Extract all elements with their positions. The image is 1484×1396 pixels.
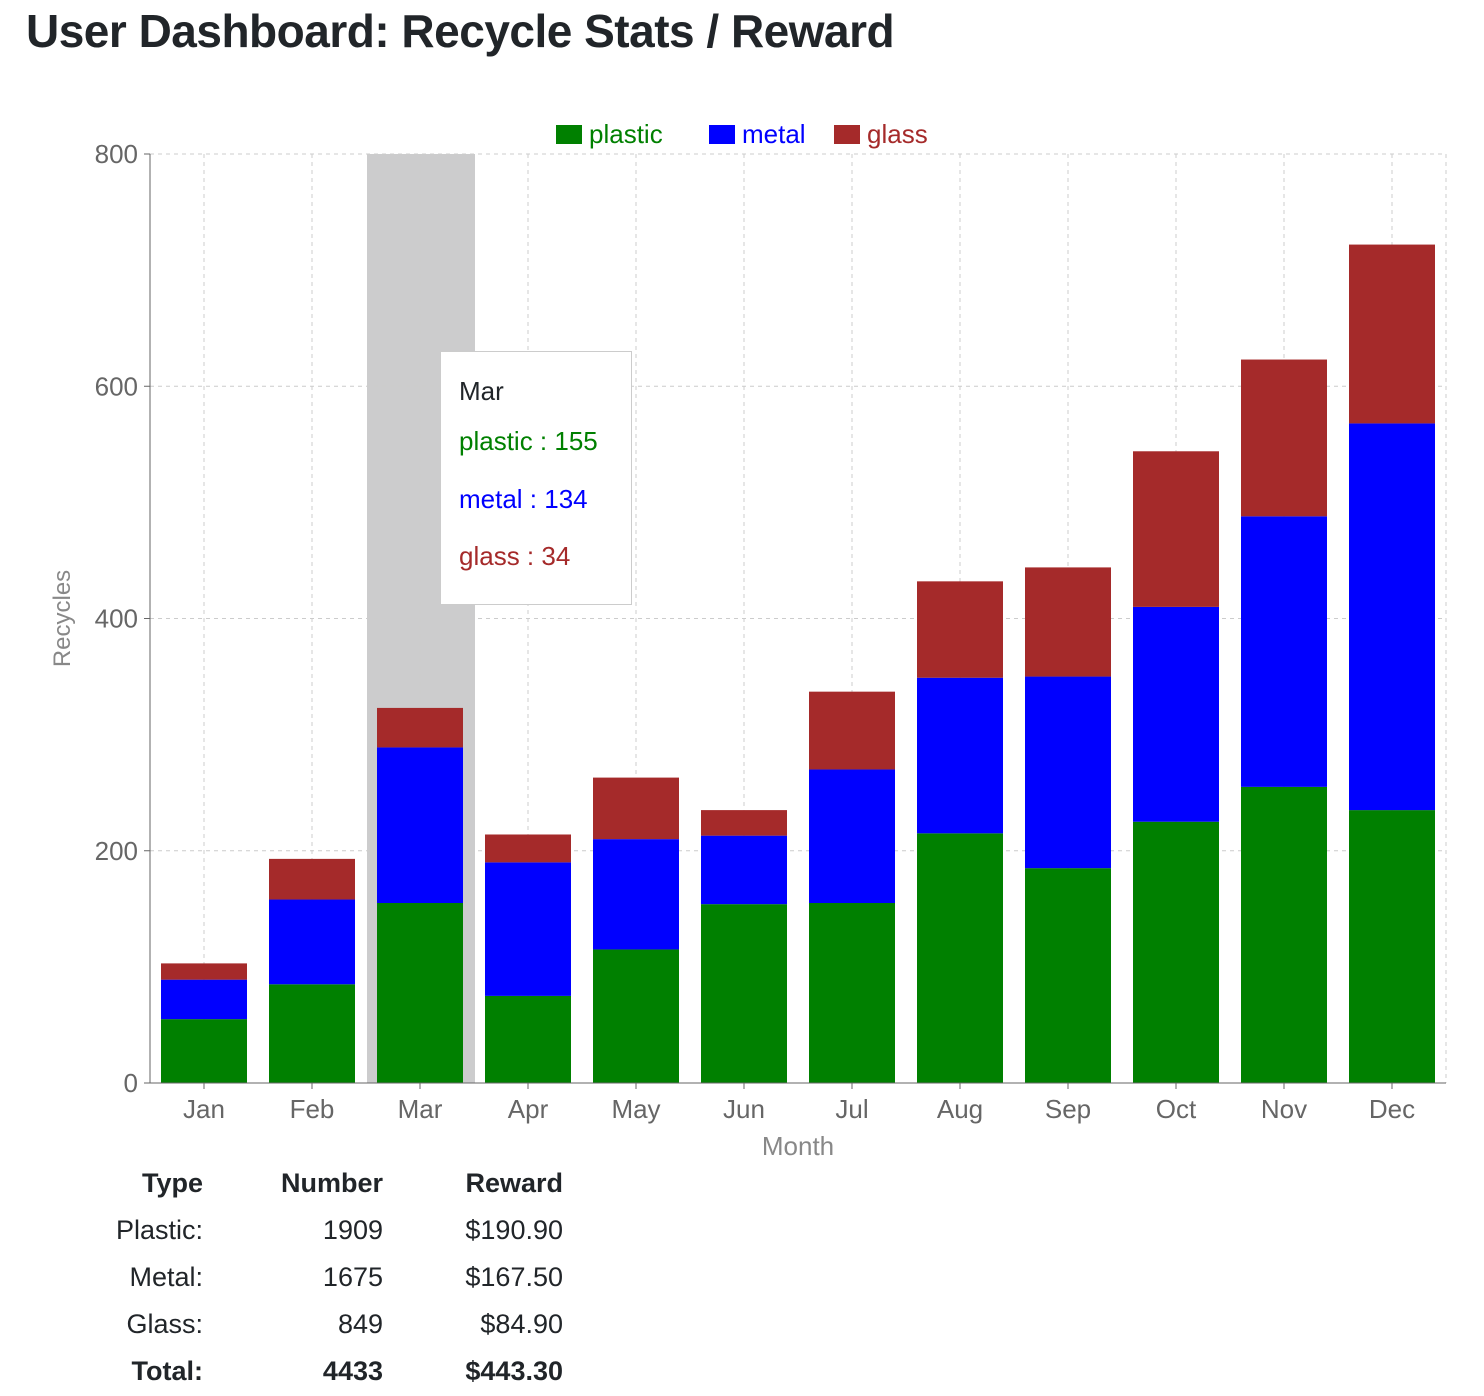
- bar-metal-sep: [1025, 676, 1111, 869]
- bar-metal-feb: [269, 899, 355, 985]
- bar-glass-oct: [1133, 451, 1219, 607]
- tooltip-plastic: plastic : 155: [459, 426, 598, 456]
- chart-tooltip: Mar plastic : 155 metal : 134 glass : 34: [440, 351, 632, 605]
- bar-glass-nov: [1241, 359, 1327, 517]
- table-header-row: Type Number Reward: [90, 1160, 563, 1207]
- bar-glass-apr: [485, 834, 571, 863]
- x-tick-label: Jul: [835, 1094, 868, 1124]
- bar-metal-may: [593, 839, 679, 950]
- bar-plastic-may: [593, 949, 679, 1083]
- x-tick-label: Oct: [1156, 1094, 1197, 1124]
- x-tick-label: Aug: [937, 1094, 983, 1124]
- bar-metal-nov: [1241, 516, 1327, 787]
- bar-glass-mar: [377, 707, 463, 748]
- bar-glass-jan: [161, 963, 247, 980]
- bar-metal-aug: [917, 677, 1003, 834]
- total-reward: $443.30: [465, 1356, 563, 1386]
- legend-swatch-metal: [709, 125, 735, 144]
- x-tick-label: Feb: [290, 1094, 335, 1124]
- bar-plastic-sep: [1025, 868, 1111, 1083]
- y-tick-label: 600: [95, 371, 138, 401]
- bar-metal-jul: [809, 769, 895, 904]
- bar-plastic-nov: [1241, 786, 1327, 1083]
- bar-plastic-jul: [809, 903, 895, 1083]
- y-axis-label: Recycles: [49, 570, 76, 667]
- x-tick-label: Mar: [398, 1094, 443, 1124]
- legend-label-plastic: plastic: [589, 119, 663, 149]
- recycle-stacked-bar-chart: 0 200 400 600 800 Jan Feb Mar Apr May Jun Jul Aug Sep…: [49, 119, 1447, 1161]
- bar-glass-dec: [1349, 244, 1435, 424]
- x-axis-label: Month: [762, 1131, 834, 1161]
- bar-metal-dec: [1349, 423, 1435, 811]
- x-tick-label: Jun: [723, 1094, 765, 1124]
- tooltip-glass: glass : 34: [459, 541, 571, 571]
- row-number: 1675: [322, 1262, 383, 1292]
- x-tick-label: May: [611, 1094, 660, 1124]
- x-tick-label: Sep: [1045, 1094, 1091, 1124]
- row-type: Metal:: [129, 1262, 203, 1292]
- page-title: User Dashboard: Recycle Stats / Reward: [26, 5, 895, 57]
- tooltip-metal: metal : 134: [459, 484, 588, 514]
- y-tick-label: 200: [95, 836, 138, 866]
- bar-metal-mar: [377, 747, 463, 904]
- x-tick-label: Jan: [183, 1094, 225, 1124]
- row-reward: $167.50: [465, 1262, 563, 1292]
- row-type: Glass:: [126, 1309, 203, 1339]
- bar-plastic-oct: [1133, 821, 1219, 1083]
- total-label: Total:: [131, 1356, 203, 1386]
- table-total-row: Total: 4433 $443.30: [90, 1348, 563, 1395]
- bar-glass-feb: [269, 858, 355, 900]
- x-tick-label: Apr: [508, 1094, 549, 1124]
- table-row: Glass: 849 $84.90: [90, 1301, 563, 1348]
- x-tick-label: Dec: [1369, 1094, 1415, 1124]
- bar-glass-aug: [917, 581, 1003, 678]
- y-tick-label: 400: [95, 604, 138, 634]
- bar-plastic-dec: [1349, 810, 1435, 1083]
- table-row: Plastic: 1909 $190.90: [90, 1207, 563, 1254]
- bar-glass-jul: [809, 691, 895, 770]
- bar-metal-jun: [701, 835, 787, 905]
- bar-plastic-aug: [917, 833, 1003, 1083]
- bar-plastic-mar: [377, 903, 463, 1083]
- header-reward: Reward: [465, 1168, 563, 1198]
- legend-swatch-plastic: [556, 125, 582, 144]
- bar-plastic-jan: [161, 1019, 247, 1083]
- row-type: Plastic:: [115, 1215, 203, 1245]
- legend-label-glass: glass: [867, 119, 928, 149]
- summary-table: Type Number Reward Plastic: 1909 $190.90…: [90, 1160, 563, 1395]
- header-type: Type: [141, 1168, 203, 1198]
- bar-glass-may: [593, 777, 679, 840]
- bar-plastic-apr: [485, 995, 571, 1083]
- bar-glass-jun: [701, 810, 787, 836]
- header-number: Number: [280, 1168, 383, 1198]
- bar-glass-sep: [1025, 567, 1111, 677]
- row-reward: $84.90: [480, 1309, 563, 1339]
- legend-swatch-glass: [834, 125, 860, 144]
- row-reward: $190.90: [465, 1215, 563, 1245]
- table-row: Metal: 1675 $167.50: [90, 1254, 563, 1301]
- bar-metal-oct: [1133, 606, 1219, 822]
- legend-label-metal: metal: [742, 119, 806, 149]
- y-tick-label: 800: [95, 139, 138, 169]
- x-tick-label: Nov: [1261, 1094, 1307, 1124]
- bar-metal-apr: [485, 862, 571, 996]
- bar-plastic-feb: [269, 984, 355, 1083]
- y-tick-label: 0: [124, 1068, 138, 1098]
- total-number: 4433: [322, 1356, 383, 1386]
- bar-metal-jan: [161, 979, 247, 1020]
- tooltip-title: Mar: [459, 376, 504, 406]
- bar-plastic-jun: [701, 904, 787, 1083]
- row-number: 1909: [322, 1215, 383, 1245]
- row-number: 849: [337, 1309, 383, 1339]
